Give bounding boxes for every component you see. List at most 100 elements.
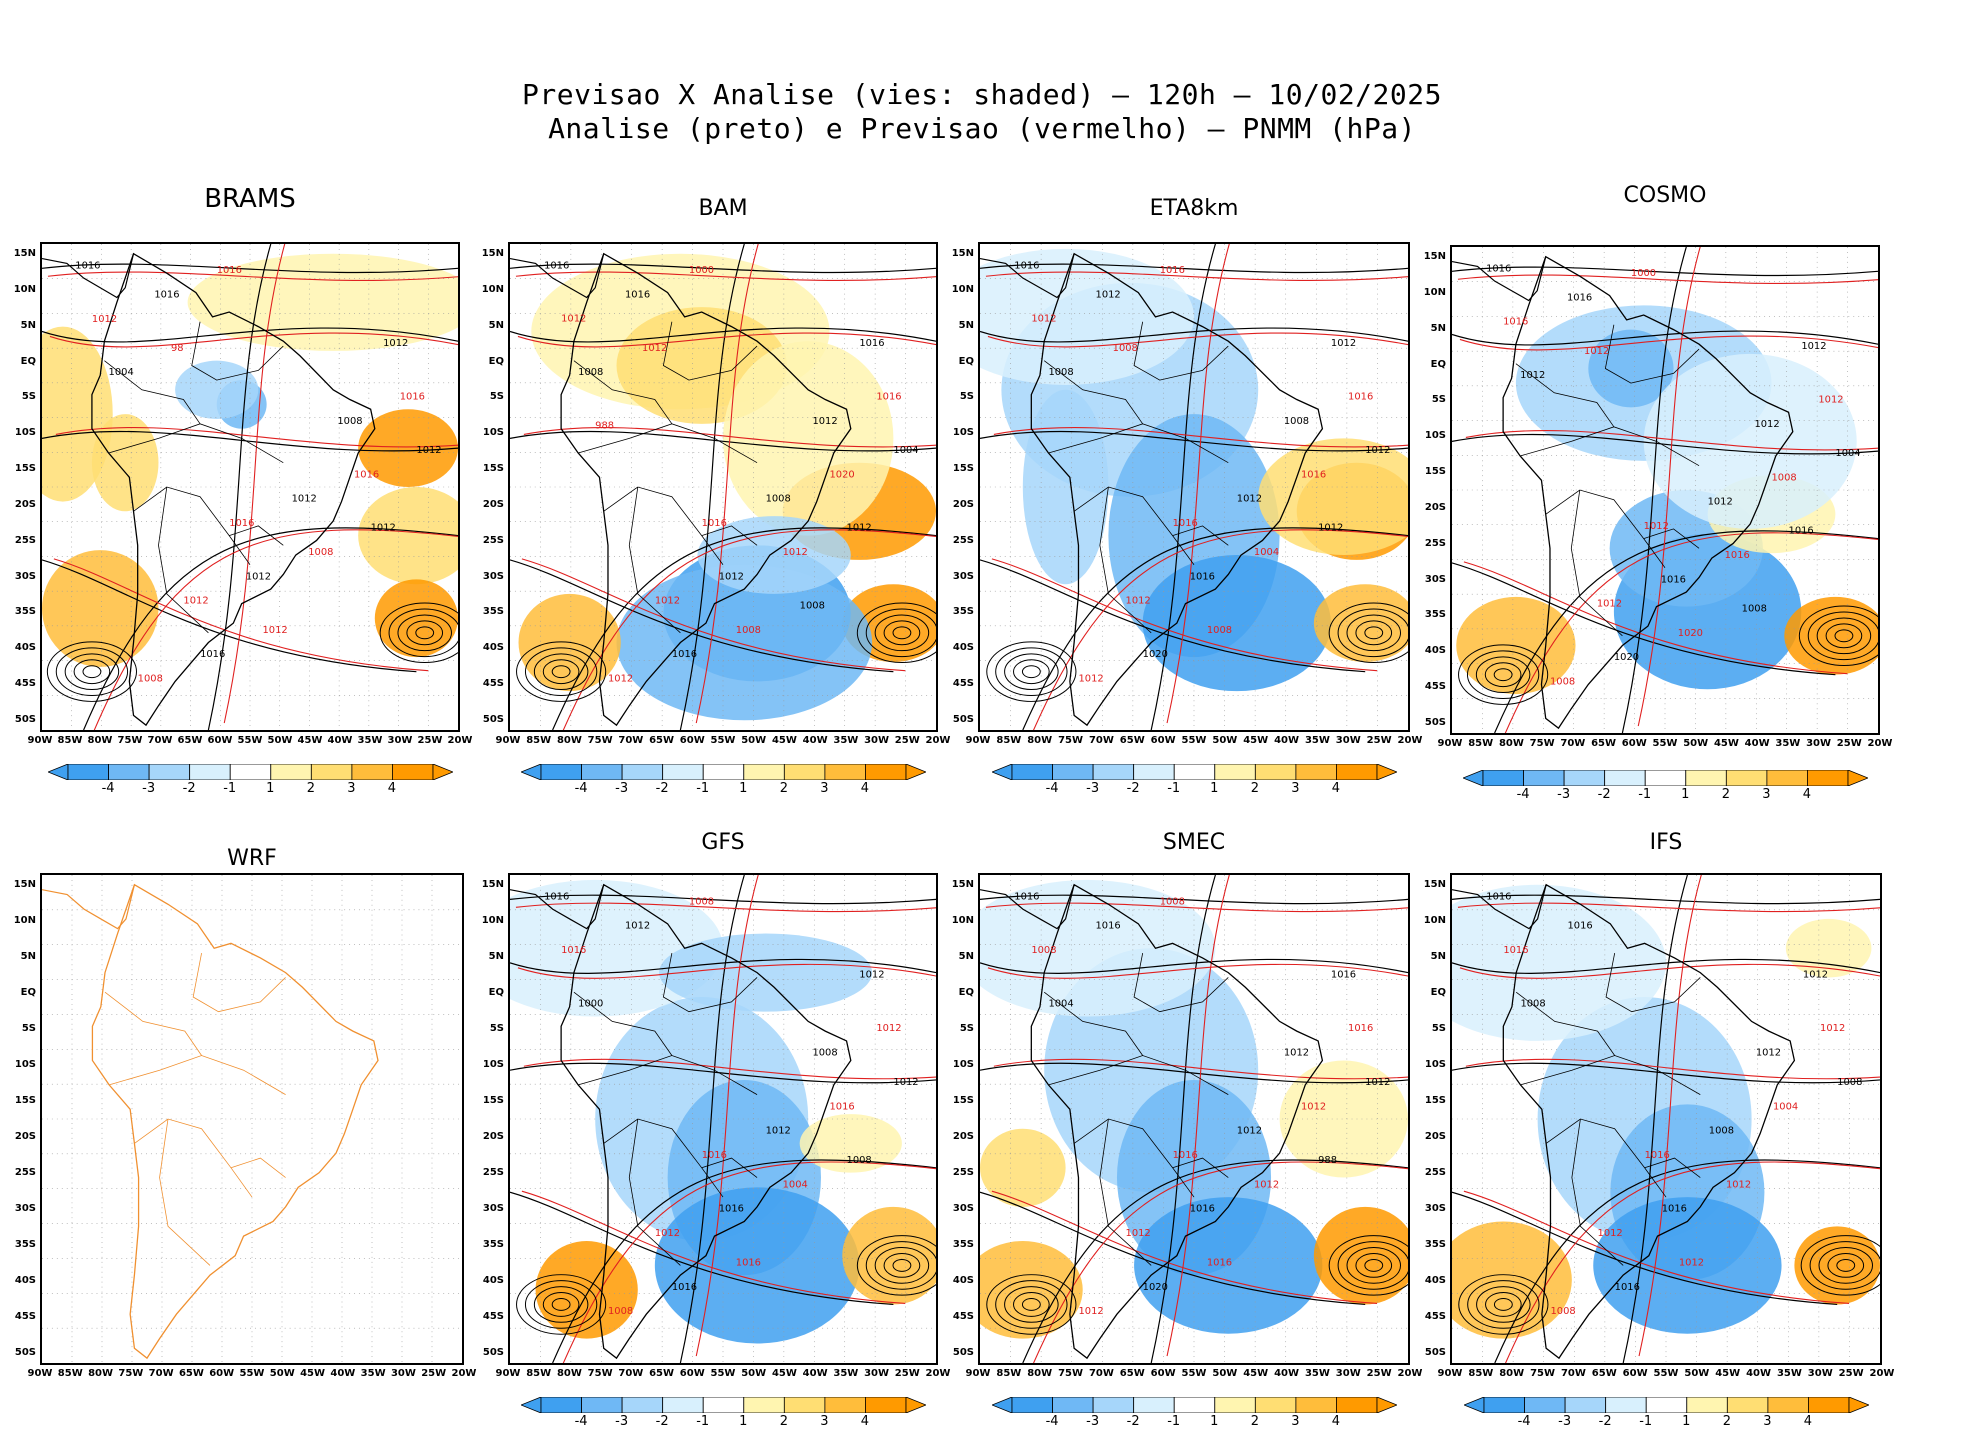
longitude-tick-label: 80W xyxy=(556,735,582,746)
isobar-label: 1012 xyxy=(893,1077,918,1088)
analysis-isobar xyxy=(980,894,1408,905)
colorbar-label: -1 xyxy=(696,781,710,796)
isobar-label: 1012 xyxy=(655,1228,680,1239)
figure-title-line1: Previsao X Analise (vies: shaded) – 120h… xyxy=(522,78,1442,111)
longitude-tick-label: 25W xyxy=(894,735,920,746)
colorbar-segment xyxy=(823,1397,866,1413)
colorbar-low-arrow xyxy=(991,764,1012,780)
country-border xyxy=(578,423,758,464)
low-pressure-ring xyxy=(1337,608,1408,658)
bias-shading-area xyxy=(1785,918,1872,978)
isobar-label: 1008 xyxy=(578,367,603,378)
country-border xyxy=(158,486,209,634)
central-america-coastline xyxy=(1452,256,1547,302)
isobar-label: 1016 xyxy=(1190,1204,1215,1215)
longitude-tick-label: 85W xyxy=(526,1368,552,1379)
isobar-label: 1012 xyxy=(1365,445,1390,456)
forecast-isobar xyxy=(1166,244,1230,724)
latitude-tick-label: 10N xyxy=(951,915,974,926)
latitude-tick-label: 20S xyxy=(14,1131,36,1142)
longitude-tick-label: 90W xyxy=(965,1368,991,1379)
longitude-tick-label: 80W xyxy=(88,1368,114,1379)
isobar-label: 1008 xyxy=(308,547,333,558)
isobar-label: 1012 xyxy=(92,314,117,325)
forecast-isobar xyxy=(223,244,286,724)
colorbar-label: 4 xyxy=(1802,787,1812,802)
isobar-label: 1016 xyxy=(876,392,901,403)
forecast-isobar xyxy=(987,332,1408,348)
central-america-coastline xyxy=(510,884,605,930)
longitude-tick-label: 30W xyxy=(864,1368,890,1379)
longitude-tick-label: 35W xyxy=(357,735,383,746)
longitude-tick-label: 25W xyxy=(1366,735,1392,746)
isobar-label: 1016 xyxy=(1486,891,1511,902)
colorbar-label: 1 xyxy=(739,1414,748,1429)
central-america-coastline xyxy=(1452,884,1547,930)
latitude-tick-label: 10N xyxy=(1423,286,1446,298)
latitude-tick-label: 50S xyxy=(1424,1347,1446,1358)
low-pressure-ring xyxy=(1818,1247,1874,1284)
latitude-tick-label: 15S xyxy=(14,463,36,475)
isobar-label: 1000 xyxy=(1631,268,1656,279)
longitude-tick-label: 40W xyxy=(1744,738,1770,749)
colorbar-label: 1 xyxy=(1210,1414,1219,1429)
isobar-label: 1016 xyxy=(1503,317,1528,328)
isobar-label: 1008 xyxy=(736,625,761,636)
colorbar-segment xyxy=(1482,770,1524,786)
isobar-label: 1000 xyxy=(689,265,714,276)
bias-shading-area xyxy=(1784,596,1878,675)
longitude-tick-label: 70W xyxy=(1088,1368,1114,1379)
forecast-isobar xyxy=(991,558,1378,672)
colorbar-segment xyxy=(1092,764,1134,780)
colorbar-segment xyxy=(391,764,433,780)
bias-shading-area xyxy=(723,341,894,536)
panel-title: ETA8km xyxy=(1149,196,1239,221)
analysis-isobar xyxy=(1022,527,1408,730)
isobar-label: 1008 xyxy=(1048,367,1073,378)
longitude-tick-label: 55W xyxy=(1653,1368,1679,1379)
country-border xyxy=(1520,426,1700,467)
latitude-tick-label: 50S xyxy=(952,714,974,725)
longitude-tick-label: 45W xyxy=(1243,1368,1269,1379)
isobar-label: 1012 xyxy=(1820,1023,1845,1034)
isobar-label: 1004 xyxy=(1048,999,1073,1010)
longitude-tick-label: 50W xyxy=(1212,1368,1238,1379)
map-canvas: 1016 1012 1012 1012 1012 1008 1012 1016 1016 1012… xyxy=(1452,247,1878,733)
isobar-label: 1016 xyxy=(1567,292,1592,303)
isobar-label: 1012 xyxy=(766,1126,791,1137)
forecast-isobar xyxy=(523,426,936,448)
low-pressure-ring xyxy=(986,641,1077,702)
analysis-isobar xyxy=(679,875,745,1363)
longitude-tick-label: 80W xyxy=(556,1368,582,1379)
country-border xyxy=(230,1157,286,1178)
forecast-isobar xyxy=(1465,1058,1880,1080)
isobar-label: 1008 xyxy=(1709,1126,1734,1137)
low-pressure-ring xyxy=(64,653,120,691)
latitude-tick-label: 5N xyxy=(488,951,504,962)
longitude-tick-label: 70W xyxy=(1560,738,1586,749)
country-border xyxy=(1545,1118,1667,1198)
country-border xyxy=(701,1157,758,1178)
isobar-label: 1012 xyxy=(371,523,396,534)
longitude-tick-label: 65W xyxy=(177,735,203,746)
longitude-tick-label: 40W xyxy=(327,735,353,746)
colorbar-label: -1 xyxy=(1167,1414,1181,1429)
latitude-tick-label: EQ xyxy=(958,987,974,998)
longitude-tick-label: 20W xyxy=(1867,738,1893,749)
bias-shading-area xyxy=(1593,1197,1782,1334)
analysis-isobar xyxy=(980,559,1366,673)
isobar-label: 1016 xyxy=(1662,1204,1687,1215)
low-pressure-ring xyxy=(524,647,598,696)
low-pressure-ring xyxy=(1355,1253,1393,1278)
colorbar-segment xyxy=(1685,1397,1728,1413)
low-pressure-ring xyxy=(995,1280,1068,1329)
bias-shading-area xyxy=(659,933,873,1012)
isobar-label: 1008 xyxy=(1207,625,1232,636)
latitude-tick-label: EQ xyxy=(20,355,36,367)
latitude-tick-label: 30S xyxy=(952,570,974,582)
analysis-isobar xyxy=(510,327,936,343)
colorbar-segment xyxy=(1294,1397,1337,1413)
low-pressure-ring xyxy=(1493,1297,1513,1311)
isobar-label: 1016 xyxy=(702,518,727,529)
longitude-tick-label: 75W xyxy=(587,735,613,746)
